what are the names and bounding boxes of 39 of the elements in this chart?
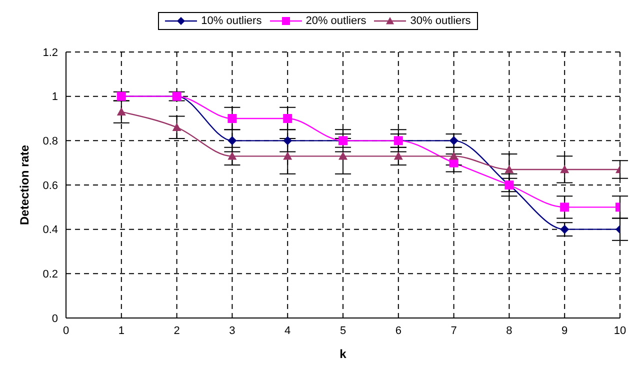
point <box>394 152 403 160</box>
x-tick-label: 5 <box>340 324 346 337</box>
x-axis-title: k <box>340 347 347 361</box>
y-tick-label: 0.2 <box>42 268 58 281</box>
point <box>560 164 570 174</box>
y-tick-label: 0.8 <box>42 136 58 148</box>
y-tick-label: 0 <box>52 312 58 325</box>
x-tick-label: 10 <box>614 324 626 337</box>
point <box>283 114 292 123</box>
x-tick-label: 4 <box>284 324 291 337</box>
x-tick-label: 9 <box>562 324 568 337</box>
point <box>283 136 292 146</box>
point <box>560 202 570 212</box>
point <box>338 152 348 160</box>
point <box>228 152 237 160</box>
point <box>449 136 458 146</box>
point <box>560 224 570 234</box>
point <box>228 136 237 146</box>
y-tick-label: 1.2 <box>42 46 58 59</box>
legend-label: 20% outliers <box>304 15 366 27</box>
legend-label: 30% outliers <box>409 15 471 27</box>
x-tick-label: 0 <box>62 324 70 337</box>
y-axis-title: Detection rate <box>17 144 32 226</box>
point <box>116 107 126 116</box>
point <box>504 164 514 174</box>
y-tick-label: 0.4 <box>42 224 58 236</box>
x-tick-label: 1 <box>118 324 124 337</box>
x-tick-label: 2 <box>174 324 180 337</box>
y-tick-label: 1 <box>52 91 58 104</box>
x-tick-label: 7 <box>450 324 457 337</box>
legend-label: 10% outliers <box>200 15 262 27</box>
point <box>449 152 458 160</box>
point <box>172 122 182 131</box>
x-tick-label: 6 <box>395 324 402 337</box>
x-tick-label: 8 <box>506 324 512 337</box>
x-tick-label: 3 <box>229 324 236 337</box>
point <box>283 152 292 160</box>
point <box>228 114 237 123</box>
y-tick-label: 0.6 <box>42 180 58 192</box>
